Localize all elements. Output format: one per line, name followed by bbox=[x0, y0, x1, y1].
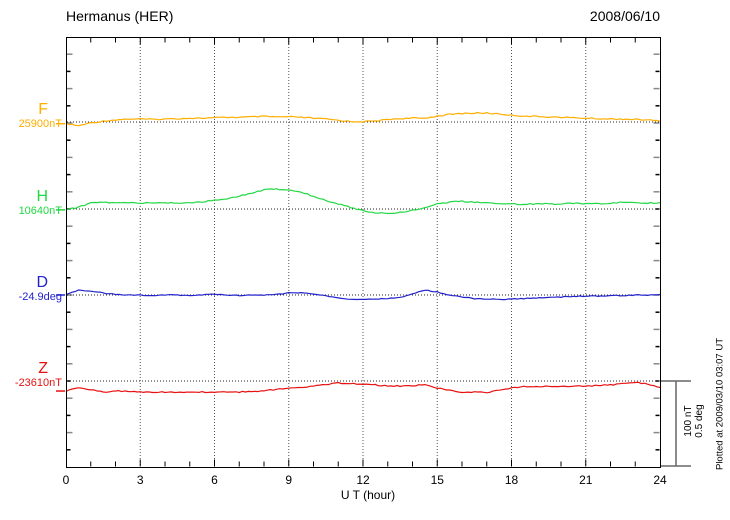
plot-border bbox=[66, 37, 661, 468]
x-tick-label-9: 9 bbox=[285, 473, 293, 487]
x-tick-label-3: 3 bbox=[136, 473, 144, 487]
station-title: Hermanus (HER) bbox=[66, 8, 174, 24]
scale-bar-deg: 0.5 deg bbox=[694, 404, 705, 438]
x-axis-title: U T (hour) bbox=[340, 488, 396, 502]
x-tick-label-6: 6 bbox=[211, 473, 218, 487]
plot-date: 2008/06/10 bbox=[589, 8, 660, 24]
amplitude-scale-bracket bbox=[661, 380, 691, 467]
scale-bar-label: 100 nT 0.5 deg bbox=[683, 404, 705, 437]
trace-letter-D: D bbox=[36, 274, 48, 291]
x-tick-label-15: 15 bbox=[430, 473, 444, 487]
trace-base-value-Z: -23610nT bbox=[14, 377, 62, 389]
trace-letter-H: H bbox=[36, 188, 48, 205]
trace-letter-Z: Z bbox=[38, 360, 48, 377]
x-tick-label-21: 21 bbox=[579, 473, 593, 487]
trace-H bbox=[65, 188, 661, 215]
trace-letter-F: F bbox=[38, 101, 48, 118]
x-tick-label-0: 0 bbox=[62, 473, 70, 487]
x-tick-label-12: 12 bbox=[356, 473, 370, 487]
trace-label-H: H 10640nT bbox=[2, 189, 62, 218]
trace-base-value-D: -24.9deg bbox=[18, 291, 62, 303]
scale-bar-nt: 100 nT bbox=[683, 405, 694, 437]
trace-F bbox=[65, 111, 661, 127]
trace-label-F: F 25900nT bbox=[2, 102, 62, 131]
trace-curves bbox=[56, 111, 661, 394]
trace-D bbox=[65, 289, 661, 301]
trace-base-value-H: 10640nT bbox=[18, 205, 62, 217]
trace-label-Z: Z -23610nT bbox=[2, 361, 62, 390]
trace-base-value-F: 25900nT bbox=[18, 118, 62, 130]
gridlines bbox=[139, 38, 587, 466]
x-tick-label-24: 24 bbox=[653, 473, 667, 487]
plotted-at-note: Plotted at 2009/03/10 03:07 UT bbox=[714, 337, 726, 471]
trace-label-D: D -24.9deg bbox=[2, 275, 62, 304]
trace-Z bbox=[65, 381, 661, 394]
axis-ticks bbox=[66, 37, 660, 467]
x-tick-label-18: 18 bbox=[504, 473, 519, 487]
